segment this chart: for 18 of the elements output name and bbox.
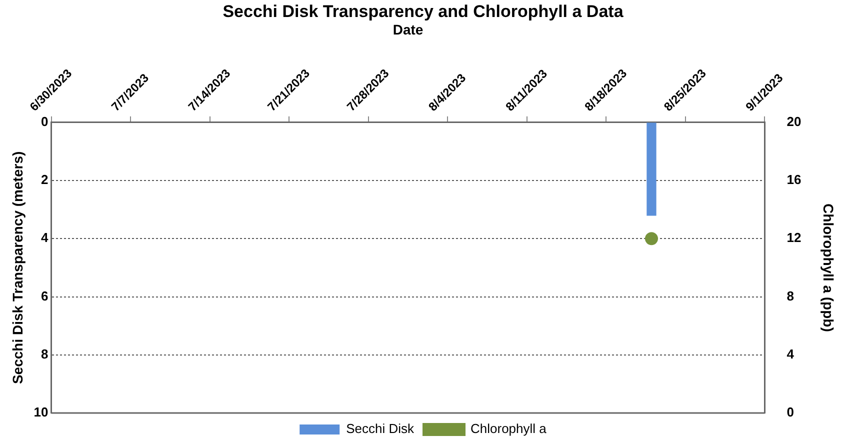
y-tick-label: 4: [41, 230, 50, 246]
y-axis-title: Secchi Disk Transparency (meters): [9, 151, 26, 384]
legend-label: Chlorophyll a: [470, 421, 548, 436]
y-tick-label: 10: [34, 404, 48, 420]
y2-tick-label: 12: [786, 230, 802, 246]
y2-tick-label: 16: [786, 172, 802, 188]
y2-tick-label: 8: [786, 288, 794, 304]
y-tick-label: 0: [41, 114, 48, 129]
y2-axis-title: Chlorophyll a (ppb): [820, 204, 837, 332]
chart-title: Secchi Disk Transparency and Chlorophyll a Data: [222, 2, 624, 21]
legend-label: Secchi Disk: [346, 421, 415, 436]
y-tick-label: 8: [41, 346, 48, 362]
y2-tick-label: 20: [786, 114, 802, 129]
y-tick-label: 2: [41, 172, 48, 188]
y2-tick-label: 4: [786, 346, 795, 362]
x-axis-title: Date: [392, 22, 424, 38]
y-tick-label: 6: [41, 288, 48, 304]
y2-tick-label: 0: [786, 404, 794, 420]
